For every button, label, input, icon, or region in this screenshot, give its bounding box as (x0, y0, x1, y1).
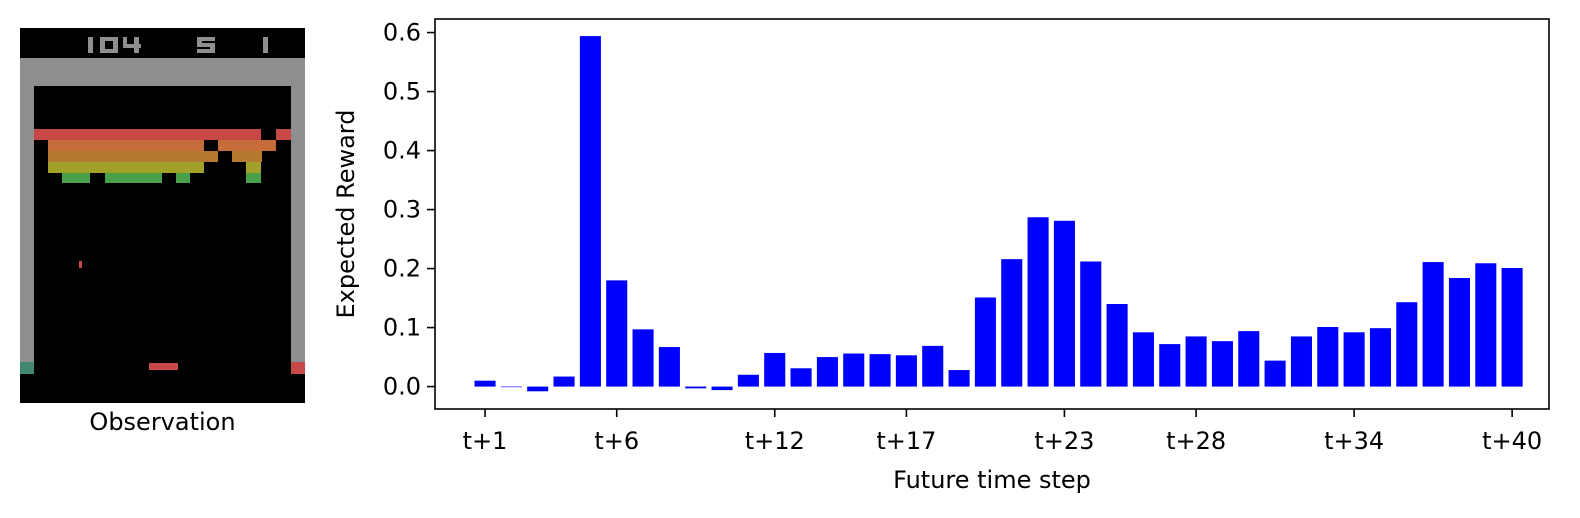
x-tick-label: t+34 (1324, 427, 1384, 455)
bar-t26 (1132, 332, 1154, 387)
bars-group (474, 36, 1523, 392)
bar-t24 (1080, 261, 1102, 387)
x-tick-label: t+6 (594, 427, 639, 455)
brick-rows (34, 129, 291, 183)
y-axis: 0.0 0.1 0.2 0.3 0.4 0.5 0.6 (383, 19, 435, 401)
bar-t15 (843, 353, 865, 387)
bar-t3 (527, 386, 549, 392)
y-tick-label: 0.1 (383, 314, 421, 342)
left-wall-gap (20, 373, 34, 403)
bar-t13 (790, 368, 812, 387)
plot-frame (434, 18, 1550, 410)
bar-t27 (1159, 344, 1181, 387)
bar-t28 (1185, 336, 1207, 387)
bar-t6 (606, 280, 628, 387)
x-axis-label: Future time step (893, 466, 1091, 494)
bar-t35 (1369, 328, 1391, 387)
y-tick-label: 0.5 (383, 78, 421, 106)
y-tick-label: 0.6 (383, 19, 421, 47)
bar-t11 (737, 374, 759, 387)
bar-t25 (1106, 303, 1128, 387)
bar-t18 (922, 345, 944, 387)
y-tick-label: 0.4 (383, 137, 421, 165)
bar-t20 (974, 297, 996, 387)
bar-t30 (1238, 331, 1260, 387)
bar-t7 (632, 329, 654, 387)
bar-t12 (764, 352, 786, 387)
bar-t32 (1290, 336, 1312, 387)
bar-t10 (711, 386, 733, 391)
top-wall (20, 58, 305, 86)
ball (79, 261, 82, 268)
right-wall (291, 58, 305, 403)
bar-t5 (579, 36, 601, 387)
bar-t37 (1422, 262, 1444, 387)
right-wall-gap (291, 373, 305, 403)
paddle (149, 363, 178, 370)
observation-caption: Observation (89, 408, 236, 436)
left-marker (20, 362, 34, 374)
x-tick-label: t+40 (1482, 427, 1542, 455)
x-tick-label: t+12 (745, 427, 805, 455)
x-tick-label: t+23 (1034, 427, 1094, 455)
x-axis: t+1 t+6 t+12 t+17 t+23 t+28 t+34 t+40 (463, 409, 1542, 455)
bar-t31 (1264, 360, 1286, 387)
bar-t1 (474, 380, 496, 387)
bar-t9 (685, 386, 707, 389)
y-tick-label: 0.3 (383, 196, 421, 224)
x-tick-label: t+28 (1166, 427, 1226, 455)
y-tick-label: 0.2 (383, 255, 421, 283)
bar-t16 (869, 354, 891, 387)
bar-t36 (1396, 302, 1418, 387)
observation-frame (20, 28, 305, 403)
x-tick-label: t+17 (876, 427, 936, 455)
bar-t14 (816, 357, 838, 387)
left-wall (20, 58, 34, 403)
y-tick-label: 0.0 (383, 373, 421, 401)
frame-background (20, 28, 305, 403)
bar-t22 (1027, 217, 1049, 387)
bar-t39 (1475, 263, 1497, 387)
bar-t8 (658, 347, 680, 387)
score-readout (88, 37, 268, 53)
bar-t38 (1448, 278, 1470, 387)
x-tick-label: t+1 (463, 427, 508, 455)
bar-t17 (895, 355, 917, 387)
bar-t19 (948, 370, 970, 387)
bar-t34 (1343, 332, 1365, 387)
y-axis-label: Expected Reward (332, 110, 360, 319)
right-marker (291, 362, 305, 374)
bar-t40 (1501, 267, 1523, 387)
bar-t2 (500, 386, 522, 388)
bar-t33 (1317, 326, 1339, 387)
bar-t21 (1001, 259, 1023, 387)
bar-t29 (1211, 341, 1233, 387)
bar-t23 (1053, 220, 1075, 387)
bar-t4 (553, 376, 575, 387)
